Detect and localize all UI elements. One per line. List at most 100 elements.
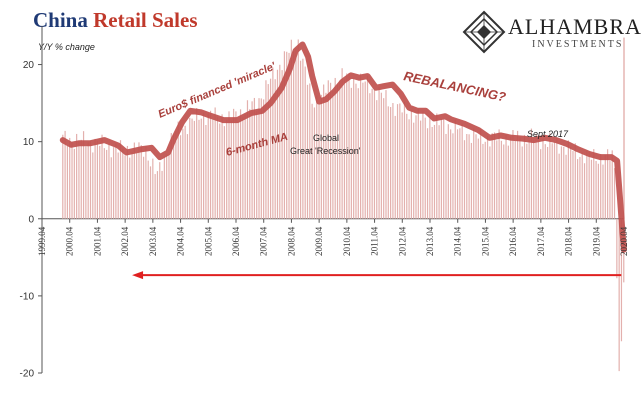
bar — [69, 137, 71, 219]
bar — [325, 92, 327, 219]
bar — [424, 117, 426, 219]
bar — [119, 140, 122, 219]
x-tick-label: 2002.04 — [120, 226, 130, 256]
bar — [207, 113, 209, 219]
bar — [505, 134, 507, 219]
bar — [431, 126, 433, 219]
bar — [574, 143, 576, 219]
bar — [486, 135, 489, 219]
bar — [410, 110, 412, 219]
bar — [600, 154, 602, 219]
bar — [602, 164, 604, 219]
arrow-layer — [132, 271, 622, 280]
bar — [523, 134, 526, 219]
y-axis-label: Y/Y % change — [38, 42, 95, 52]
bar — [290, 39, 292, 219]
x-tick-label: 2004.04 — [176, 226, 186, 256]
bar — [542, 138, 544, 219]
bar — [168, 154, 170, 219]
bar — [530, 128, 533, 219]
bar — [66, 145, 69, 219]
bar — [450, 129, 452, 219]
y-tick-label: -20 — [20, 369, 35, 380]
bar — [73, 148, 75, 219]
bar — [161, 170, 163, 219]
bar — [544, 144, 546, 219]
bar — [480, 129, 482, 219]
bar — [186, 134, 189, 219]
bar — [110, 157, 112, 219]
bar — [570, 146, 572, 219]
x-tick-label: 2010.04 — [342, 226, 352, 256]
bar — [383, 98, 385, 219]
annotation-global: Global — [313, 133, 339, 143]
bar — [149, 166, 152, 219]
bar — [519, 137, 521, 219]
bar — [327, 80, 329, 219]
bar — [493, 132, 496, 219]
y-tick-label: -10 — [20, 291, 35, 302]
bar — [440, 119, 442, 219]
bar — [586, 150, 588, 219]
bar — [447, 124, 449, 219]
bar — [436, 113, 438, 219]
bar — [357, 88, 359, 219]
bar — [396, 104, 399, 219]
bar — [613, 168, 616, 219]
bar — [618, 218, 620, 372]
bar — [258, 98, 260, 219]
annotation-sept-2017: Sept 2017 — [527, 129, 569, 139]
alhambra-logo: ALHAMBRA INVESTMENTS — [462, 8, 641, 56]
x-tick-label: 2009.04 — [314, 226, 324, 256]
bar — [433, 124, 436, 219]
bar — [297, 39, 299, 219]
bar — [214, 107, 216, 219]
bar — [196, 108, 198, 219]
x-tick-label: 2008.04 — [286, 226, 296, 256]
bar — [293, 51, 295, 219]
bar — [526, 143, 528, 219]
bar — [233, 108, 235, 219]
bar — [112, 147, 115, 219]
bar — [553, 141, 556, 219]
bar — [154, 174, 156, 219]
bar — [477, 138, 479, 219]
bar — [373, 89, 376, 219]
bar — [288, 52, 290, 219]
annotation-rebalancing: REBALANCING? — [402, 68, 507, 104]
bar — [334, 77, 336, 219]
x-tick-label: 2019.04 — [591, 226, 601, 256]
bar — [343, 79, 346, 219]
bar — [309, 83, 311, 219]
chart-title: China Retail Sales — [33, 8, 198, 33]
bar — [246, 100, 249, 219]
bar — [475, 134, 477, 219]
bar — [226, 119, 228, 219]
bar — [609, 160, 611, 219]
bar — [304, 66, 306, 219]
bar — [177, 121, 179, 219]
bar — [64, 130, 66, 219]
bar — [129, 157, 131, 219]
bar — [336, 84, 339, 219]
bar — [249, 109, 251, 219]
bar — [182, 128, 184, 219]
bar — [470, 142, 473, 219]
bar — [279, 64, 281, 219]
bar — [219, 123, 221, 219]
bar — [323, 84, 325, 219]
bar — [540, 149, 542, 219]
x-tick-label: 2018.04 — [564, 226, 574, 256]
y-tick-label: 20 — [23, 60, 35, 71]
bar — [237, 121, 239, 219]
bar — [484, 141, 486, 219]
bar — [175, 131, 177, 219]
bar — [341, 68, 343, 219]
bar — [376, 100, 378, 219]
bar — [295, 48, 297, 219]
bar — [200, 118, 202, 219]
bar — [106, 149, 108, 219]
bar — [339, 80, 341, 219]
bar — [230, 120, 232, 219]
bar — [350, 87, 352, 219]
